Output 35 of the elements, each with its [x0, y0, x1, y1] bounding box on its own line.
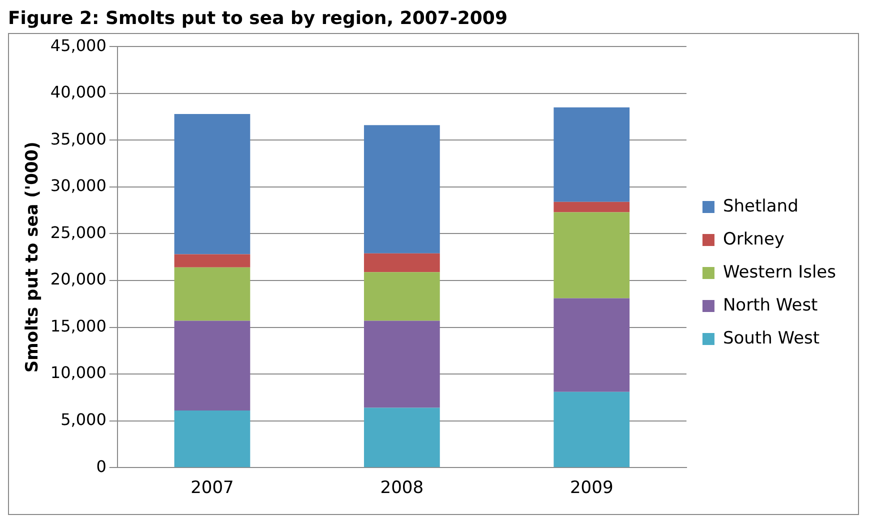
- bar: [364, 125, 440, 254]
- y-tick-label: 5,000: [60, 410, 106, 429]
- bar: [554, 107, 630, 202]
- bar: [554, 202, 630, 212]
- bar: [364, 272, 440, 321]
- y-tick-label: 0: [96, 456, 106, 476]
- bar: [364, 408, 440, 468]
- legend-label: Western Isles: [722, 262, 836, 282]
- bar: [554, 212, 630, 298]
- bar: [554, 298, 630, 392]
- legend-label: Orkney: [722, 229, 784, 250]
- y-tick-label: 15,000: [50, 316, 106, 336]
- bar: [174, 254, 250, 268]
- bar: [174, 410, 250, 468]
- legend-label: Shetland: [722, 196, 798, 216]
- y-tick-label: 10,000: [50, 363, 106, 382]
- bar: [174, 114, 250, 254]
- y-tick-label: 35,000: [50, 129, 106, 148]
- y-tick-label: 25,000: [50, 222, 106, 242]
- y-tick-label: 45,000: [50, 36, 106, 55]
- x-tick-label: 2009: [570, 478, 614, 498]
- y-tick-label: 40,000: [50, 82, 106, 102]
- x-tick-label: 2007: [190, 478, 234, 498]
- bar: [554, 392, 630, 468]
- legend-label: North West: [722, 295, 818, 316]
- chart-title: Figure 2: Smolts put to sea by region, 2007-2009: [8, 8, 508, 29]
- y-axis-title: Smolts put to sea ('000): [22, 142, 43, 373]
- bar: [174, 267, 250, 321]
- bar: [174, 320, 250, 411]
- x-tick-label: 2008: [380, 478, 424, 498]
- bar: [364, 320, 440, 408]
- y-tick-label: 20,000: [50, 270, 106, 289]
- legend-label: South West: [722, 328, 820, 348]
- y-tick-label: 30,000: [50, 176, 106, 196]
- bar: [364, 253, 440, 272]
